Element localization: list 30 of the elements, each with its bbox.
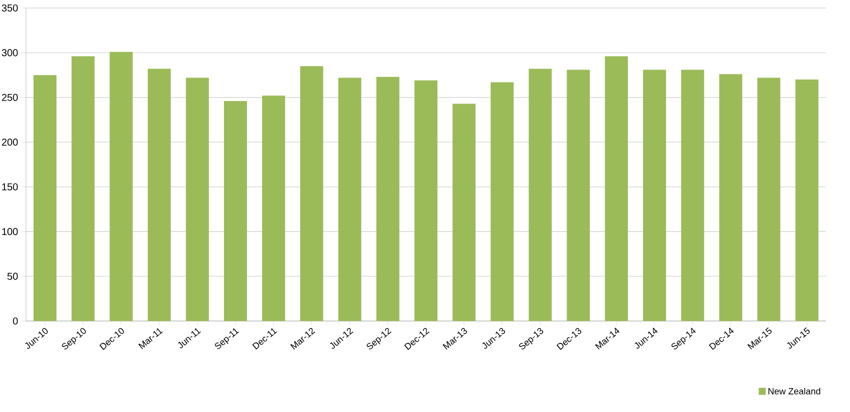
bar bbox=[490, 82, 514, 321]
bar bbox=[148, 68, 171, 321]
bar bbox=[795, 80, 818, 321]
bar bbox=[719, 74, 742, 321]
bar bbox=[414, 80, 438, 321]
bar bbox=[681, 70, 704, 321]
bar bbox=[643, 70, 666, 321]
bar bbox=[757, 78, 780, 321]
y-tick-label: 0 bbox=[12, 317, 18, 325]
y-tick-label: 250 bbox=[2, 94, 18, 101]
bar bbox=[224, 101, 247, 321]
y-tick-label: 100 bbox=[2, 228, 18, 236]
bar bbox=[566, 70, 590, 321]
bar bbox=[186, 78, 209, 321]
bar bbox=[34, 75, 56, 321]
bar bbox=[604, 56, 628, 321]
y-tick-label: 50 bbox=[7, 272, 18, 280]
bar bbox=[300, 66, 324, 321]
bar bbox=[72, 56, 95, 321]
bar bbox=[528, 68, 552, 321]
legend-label: New Zealand bbox=[768, 388, 820, 394]
bar bbox=[262, 96, 286, 321]
bar bbox=[452, 104, 476, 321]
bar bbox=[110, 52, 133, 321]
y-tick-label: 150 bbox=[2, 183, 18, 190]
y-tick-label: 300 bbox=[2, 49, 18, 56]
y-tick-label: 200 bbox=[2, 138, 18, 146]
bar bbox=[376, 76, 400, 321]
bar bbox=[338, 78, 362, 321]
y-tick-label: 350 bbox=[2, 4, 18, 12]
